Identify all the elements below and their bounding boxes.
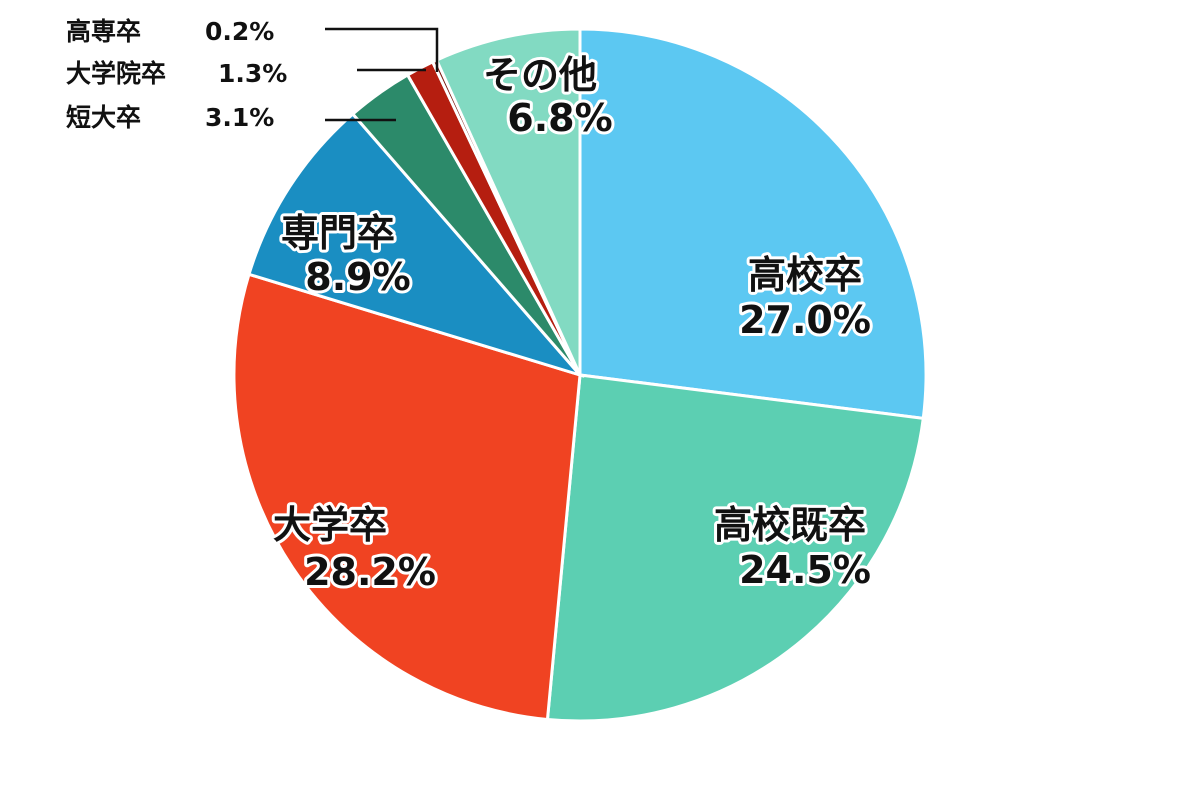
slice-label: その他: [483, 53, 597, 97]
slice-value-label: 1.3%: [218, 59, 287, 88]
slice-value-label: 6.8%: [507, 96, 612, 140]
pie-slice: [247, 111, 585, 378]
pie-slice: [434, 27, 582, 376]
slice-label: 大学院卒: [66, 59, 166, 88]
leader-line: [325, 27, 439, 72]
slice-label: 高校既卒: [714, 503, 866, 547]
slice-value-label: 0.2%: [205, 17, 274, 46]
slice-value-label: 8.9%: [305, 255, 410, 299]
slice-value-label: 28.2%: [304, 550, 436, 594]
slice-value-label: 27.0%: [739, 298, 871, 342]
slice-label: 短大卒: [66, 103, 141, 132]
slice-value-label: 3.1%: [205, 103, 274, 132]
slice-label: 高専卒: [66, 17, 141, 46]
slice-label: 高校卒: [748, 253, 862, 297]
slice-label: 大学卒: [273, 503, 387, 547]
pie-slice: [578, 27, 928, 421]
pie-slice: [232, 272, 582, 722]
slice-value-label: 24.5%: [739, 548, 871, 592]
pie-slice: [545, 373, 925, 723]
slice-label: 専門卒: [281, 211, 395, 255]
